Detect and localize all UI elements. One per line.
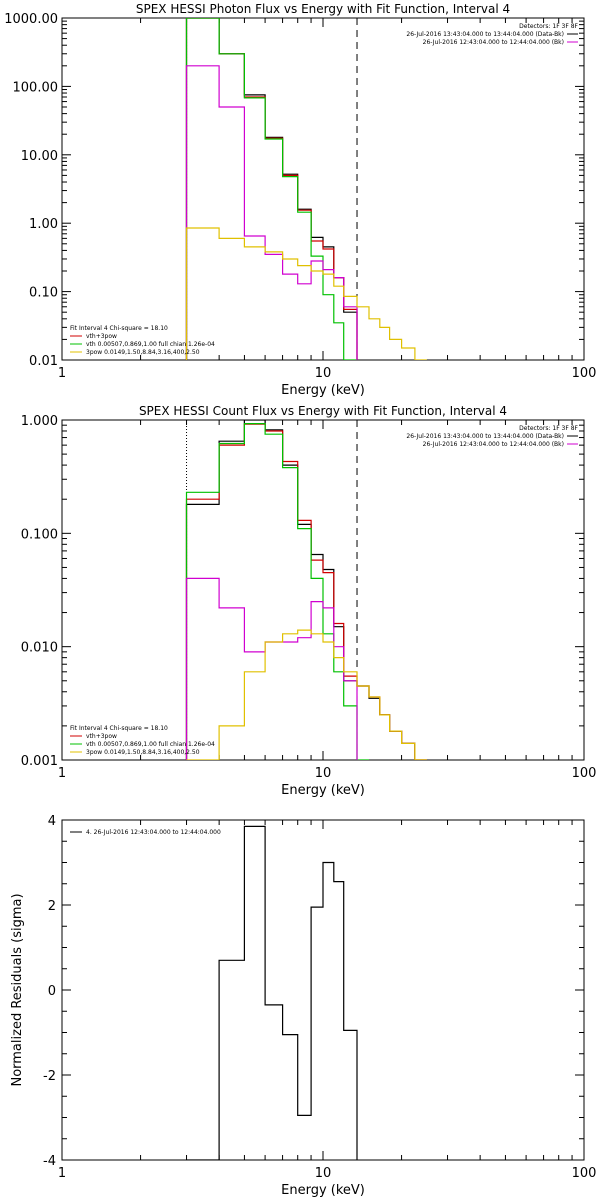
series-line-2: [185, 18, 357, 360]
legend-right-item: 26-Jul-2016 13:43:04.000 to 13:44:04.000…: [406, 31, 564, 38]
y-tick-label: 0.01: [29, 354, 58, 369]
legend-right-item: 26-Jul-2016 13:43:04.000 to 13:44:04.000…: [406, 433, 564, 440]
y-tick-label: 0.100: [21, 527, 58, 542]
series-line-3: [185, 65, 358, 360]
y-tick-label: 1.00: [29, 217, 58, 232]
series-line-3: [185, 577, 358, 760]
legend-left-header: Fit Interval 4 Chi-square = 18.10: [70, 325, 168, 332]
y-tick-label: 1.000: [21, 414, 58, 429]
x-tick-label: 100: [572, 1166, 597, 1181]
x-tick-label: 10: [315, 1166, 332, 1181]
x-tick-label: 100: [572, 366, 597, 381]
series-line-4: [185, 227, 427, 360]
y-tick-label: 4: [48, 814, 56, 829]
legend-left-item: 4. 26-Jul-2016 12:43:04.000 to 12:44:04.…: [86, 829, 221, 836]
legend-right-item: 26-Jul-2016 12:43:04.000 to 12:44:04.000…: [423, 39, 564, 46]
y-tick-label: -4: [43, 1154, 56, 1169]
x-tick-label: 1: [58, 766, 66, 781]
series-line-0: [185, 420, 427, 760]
y-tick-label: 0.010: [21, 641, 58, 656]
legend-left-item: 3pow 0.0149,1.50,8.84,3.16,400,2.50: [86, 749, 200, 756]
y-tick-label: -2: [43, 1069, 56, 1084]
legend-right-item: 26-Jul-2016 12:43:04.000 to 12:44:04.000…: [423, 441, 564, 448]
series-group: [186, 825, 358, 1160]
legend-left-item: 3pow 0.0149,1.50,8.84,3.16,400,2.50: [86, 349, 200, 356]
y-tick-label: 1000.00: [4, 12, 58, 27]
x-axis-label: Energy (keV): [281, 1183, 365, 1198]
y-tick-label: 0.10: [29, 286, 58, 301]
x-axis-label: Energy (keV): [281, 783, 365, 798]
x-tick-label: 1: [58, 1166, 66, 1181]
photon-flux-panel: SPEX HESSI Photon Flux vs Energy with Fi…: [4, 2, 596, 398]
x-axis-label: Energy (keV): [281, 383, 365, 398]
legend-left-header: Fit Interval 4 Chi-square = 18.10: [70, 725, 168, 732]
x-tick-label: 10: [315, 366, 332, 381]
plot-frame: [61, 17, 585, 361]
series-line-0: [185, 18, 358, 360]
x-tick-label: 10: [315, 766, 332, 781]
legend-left-item: vth 0.00507,0.869,1.00 full chian 1.26e-…: [86, 741, 215, 748]
series-line-0: [186, 825, 358, 1160]
series-group: [185, 18, 427, 360]
series-line-1: [185, 423, 427, 760]
legend-left-item: vth 0.00507,0.869,1.00 full chian 1.26e-…: [86, 341, 215, 348]
series-group: [185, 420, 427, 760]
legend-left-item: vth+3pow: [86, 333, 117, 340]
series-line-2: [185, 423, 369, 760]
legend-right-header: Detectors: 1F 3F 8F: [519, 425, 578, 432]
y-axis-label: Normalized Residuals (sigma): [10, 893, 25, 1086]
legend-right-header: Detectors: 1F 3F 8F: [519, 23, 578, 30]
chart-title: SPEX HESSI Photon Flux vs Energy with Fi…: [136, 2, 510, 16]
series-line-4: [186, 629, 427, 760]
chart-title: SPEX HESSI Count Flux vs Energy with Fit…: [139, 404, 507, 418]
x-tick-label: 100: [572, 766, 597, 781]
y-tick-label: 100.00: [13, 80, 59, 95]
legend-left-item: vth+3pow: [86, 733, 117, 740]
y-tick-label: 0: [48, 984, 56, 999]
series-line-1: [185, 18, 358, 360]
y-tick-label: 0.001: [21, 754, 58, 769]
x-tick-label: 1: [58, 366, 66, 381]
count-flux-panel: SPEX HESSI Count Flux vs Energy with Fit…: [21, 404, 597, 798]
y-tick-label: 10.00: [21, 149, 58, 164]
y-tick-label: 2: [48, 899, 56, 914]
residuals-panel: Energy (keV) Normalized Residuals (sigma)…: [10, 814, 596, 1198]
